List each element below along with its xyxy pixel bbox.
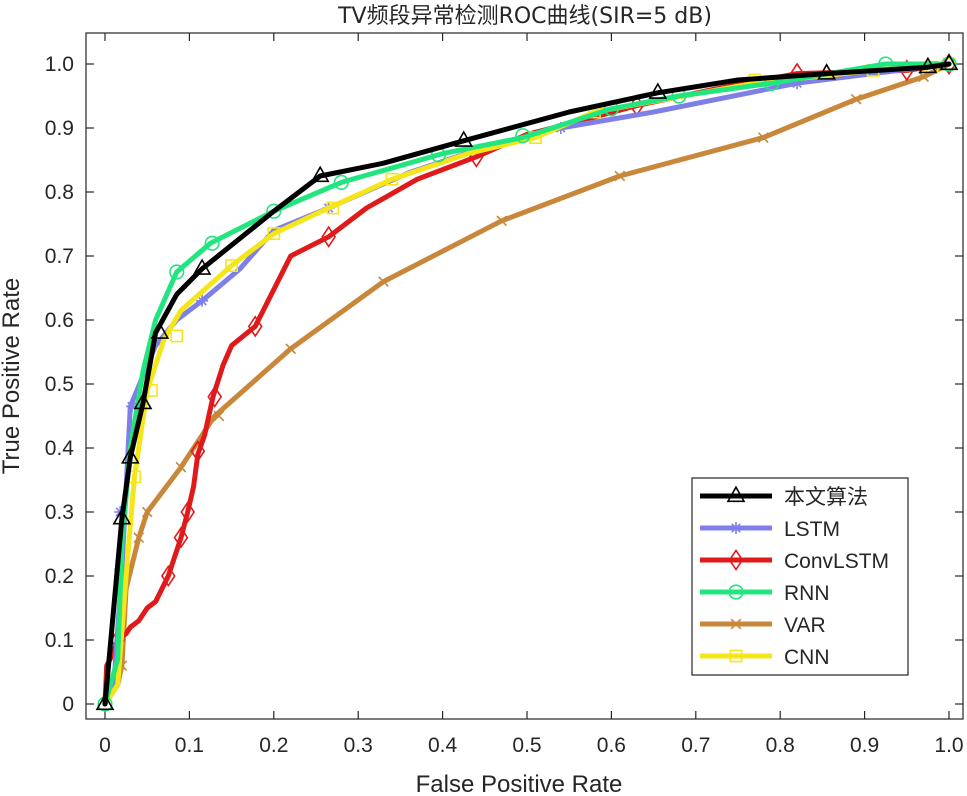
marker-square (729, 649, 743, 663)
x-tick-label: 0.1 (175, 734, 204, 757)
marker-triangle (120, 447, 140, 464)
chart-title: TV频段异常检测ROC曲线(SIR=5 dB) (337, 4, 712, 29)
series-本文算法 (95, 53, 959, 711)
x-tick-label: 0.7 (681, 734, 710, 757)
x-tick-label: 0.6 (597, 734, 626, 757)
marker-square (385, 172, 399, 186)
marker-triangle (310, 165, 330, 183)
marker-diamond (941, 52, 957, 76)
marker-diamond (190, 440, 206, 463)
marker-x (133, 532, 145, 543)
x-tick-label: 0.3 (344, 734, 373, 757)
y-tick-label: 0.2 (45, 565, 74, 588)
x-axis-label: False Positive Rate (416, 771, 623, 796)
marker-asterisk (126, 400, 139, 413)
axes-box (85, 32, 964, 720)
y-tick-label: 0.3 (45, 501, 74, 524)
marker-circle (169, 264, 185, 280)
y-tick-label: 0.5 (45, 373, 74, 396)
series-line (102, 61, 952, 707)
marker-x (285, 343, 297, 355)
marker-circle (333, 174, 349, 190)
y-tick-label: 0 (62, 693, 74, 716)
marker-triangle (648, 82, 668, 99)
marker-square (170, 329, 184, 343)
y-tick-label: 0.8 (45, 181, 74, 204)
legend-box (691, 477, 909, 676)
legend-label: RNN (784, 582, 830, 605)
legend: 本文算法 LSTM ConvLSTM RNN VAR CNN (691, 477, 909, 676)
marker-diamond (321, 225, 337, 248)
marker-asterisk (791, 77, 804, 90)
marker-x (141, 506, 153, 518)
legend-label: ConvLSTM (784, 550, 889, 573)
marker-diamond (160, 564, 176, 588)
y-tick-label: 0.6 (45, 309, 74, 332)
marker-square (267, 227, 281, 240)
x-tick-label: 0.5 (512, 734, 541, 757)
marker-triangle (192, 258, 212, 275)
marker-diamond (173, 526, 189, 549)
axes: 0 0.1 0.2 0.3 0.4 0.5 0.6 0.7 0.8 0.9 1.0 0 0.1 0.2 0.… (45, 32, 964, 757)
marker-square (326, 201, 340, 215)
marker-diamond (207, 385, 223, 408)
marker-circle (515, 128, 531, 144)
marker-x (175, 461, 187, 473)
marker-triangle (817, 63, 836, 80)
y-tick-label: 0.1 (45, 629, 74, 652)
y-tick-label: 0.7 (45, 245, 74, 268)
legend-label: VAR (784, 614, 826, 637)
marker-x (213, 410, 225, 422)
marker-x (850, 93, 862, 105)
marker-circle (204, 235, 220, 251)
y-tick-label: 1.0 (45, 53, 74, 76)
marker-circle (728, 584, 744, 600)
legend-label: CNN (784, 646, 830, 669)
x-tick-label: 1.0 (934, 734, 963, 757)
marker-triangle (726, 485, 746, 503)
marker-diamond (180, 500, 196, 524)
marker-diamond (247, 315, 263, 338)
marker-diamond (728, 548, 744, 572)
series-layer (95, 52, 959, 712)
marker-triangle (150, 322, 170, 339)
marker-x (730, 618, 742, 630)
marker-asterisk (196, 294, 209, 307)
x-tick-label: 0 (99, 734, 111, 757)
marker-x (496, 215, 508, 227)
x-tick-label: 0.8 (766, 734, 795, 757)
x-tick-label: 0.2 (259, 734, 288, 757)
y-tick-label: 0.4 (45, 437, 75, 460)
y-axis-label: True Positive Rate (0, 278, 25, 475)
marker-circle (266, 203, 282, 219)
x-tick-label: 0.4 (428, 734, 458, 757)
marker-x (918, 71, 930, 83)
marker-asterisk (730, 522, 742, 534)
legend-label: 本文算法 (784, 486, 868, 509)
marker-triangle (95, 693, 115, 711)
marker-x (614, 170, 626, 182)
y-tick-label: 0.9 (45, 117, 74, 140)
marker-x (378, 276, 389, 287)
marker-triangle (454, 130, 474, 147)
marker-triangle (133, 392, 153, 410)
marker-triangle (112, 507, 132, 525)
marker-triangle (939, 53, 959, 71)
marker-triangle (918, 56, 938, 74)
x-tick-label: 0.9 (850, 734, 879, 757)
legend-label: LSTM (784, 518, 840, 541)
marker-square (225, 259, 238, 272)
marker-x (757, 132, 769, 143)
